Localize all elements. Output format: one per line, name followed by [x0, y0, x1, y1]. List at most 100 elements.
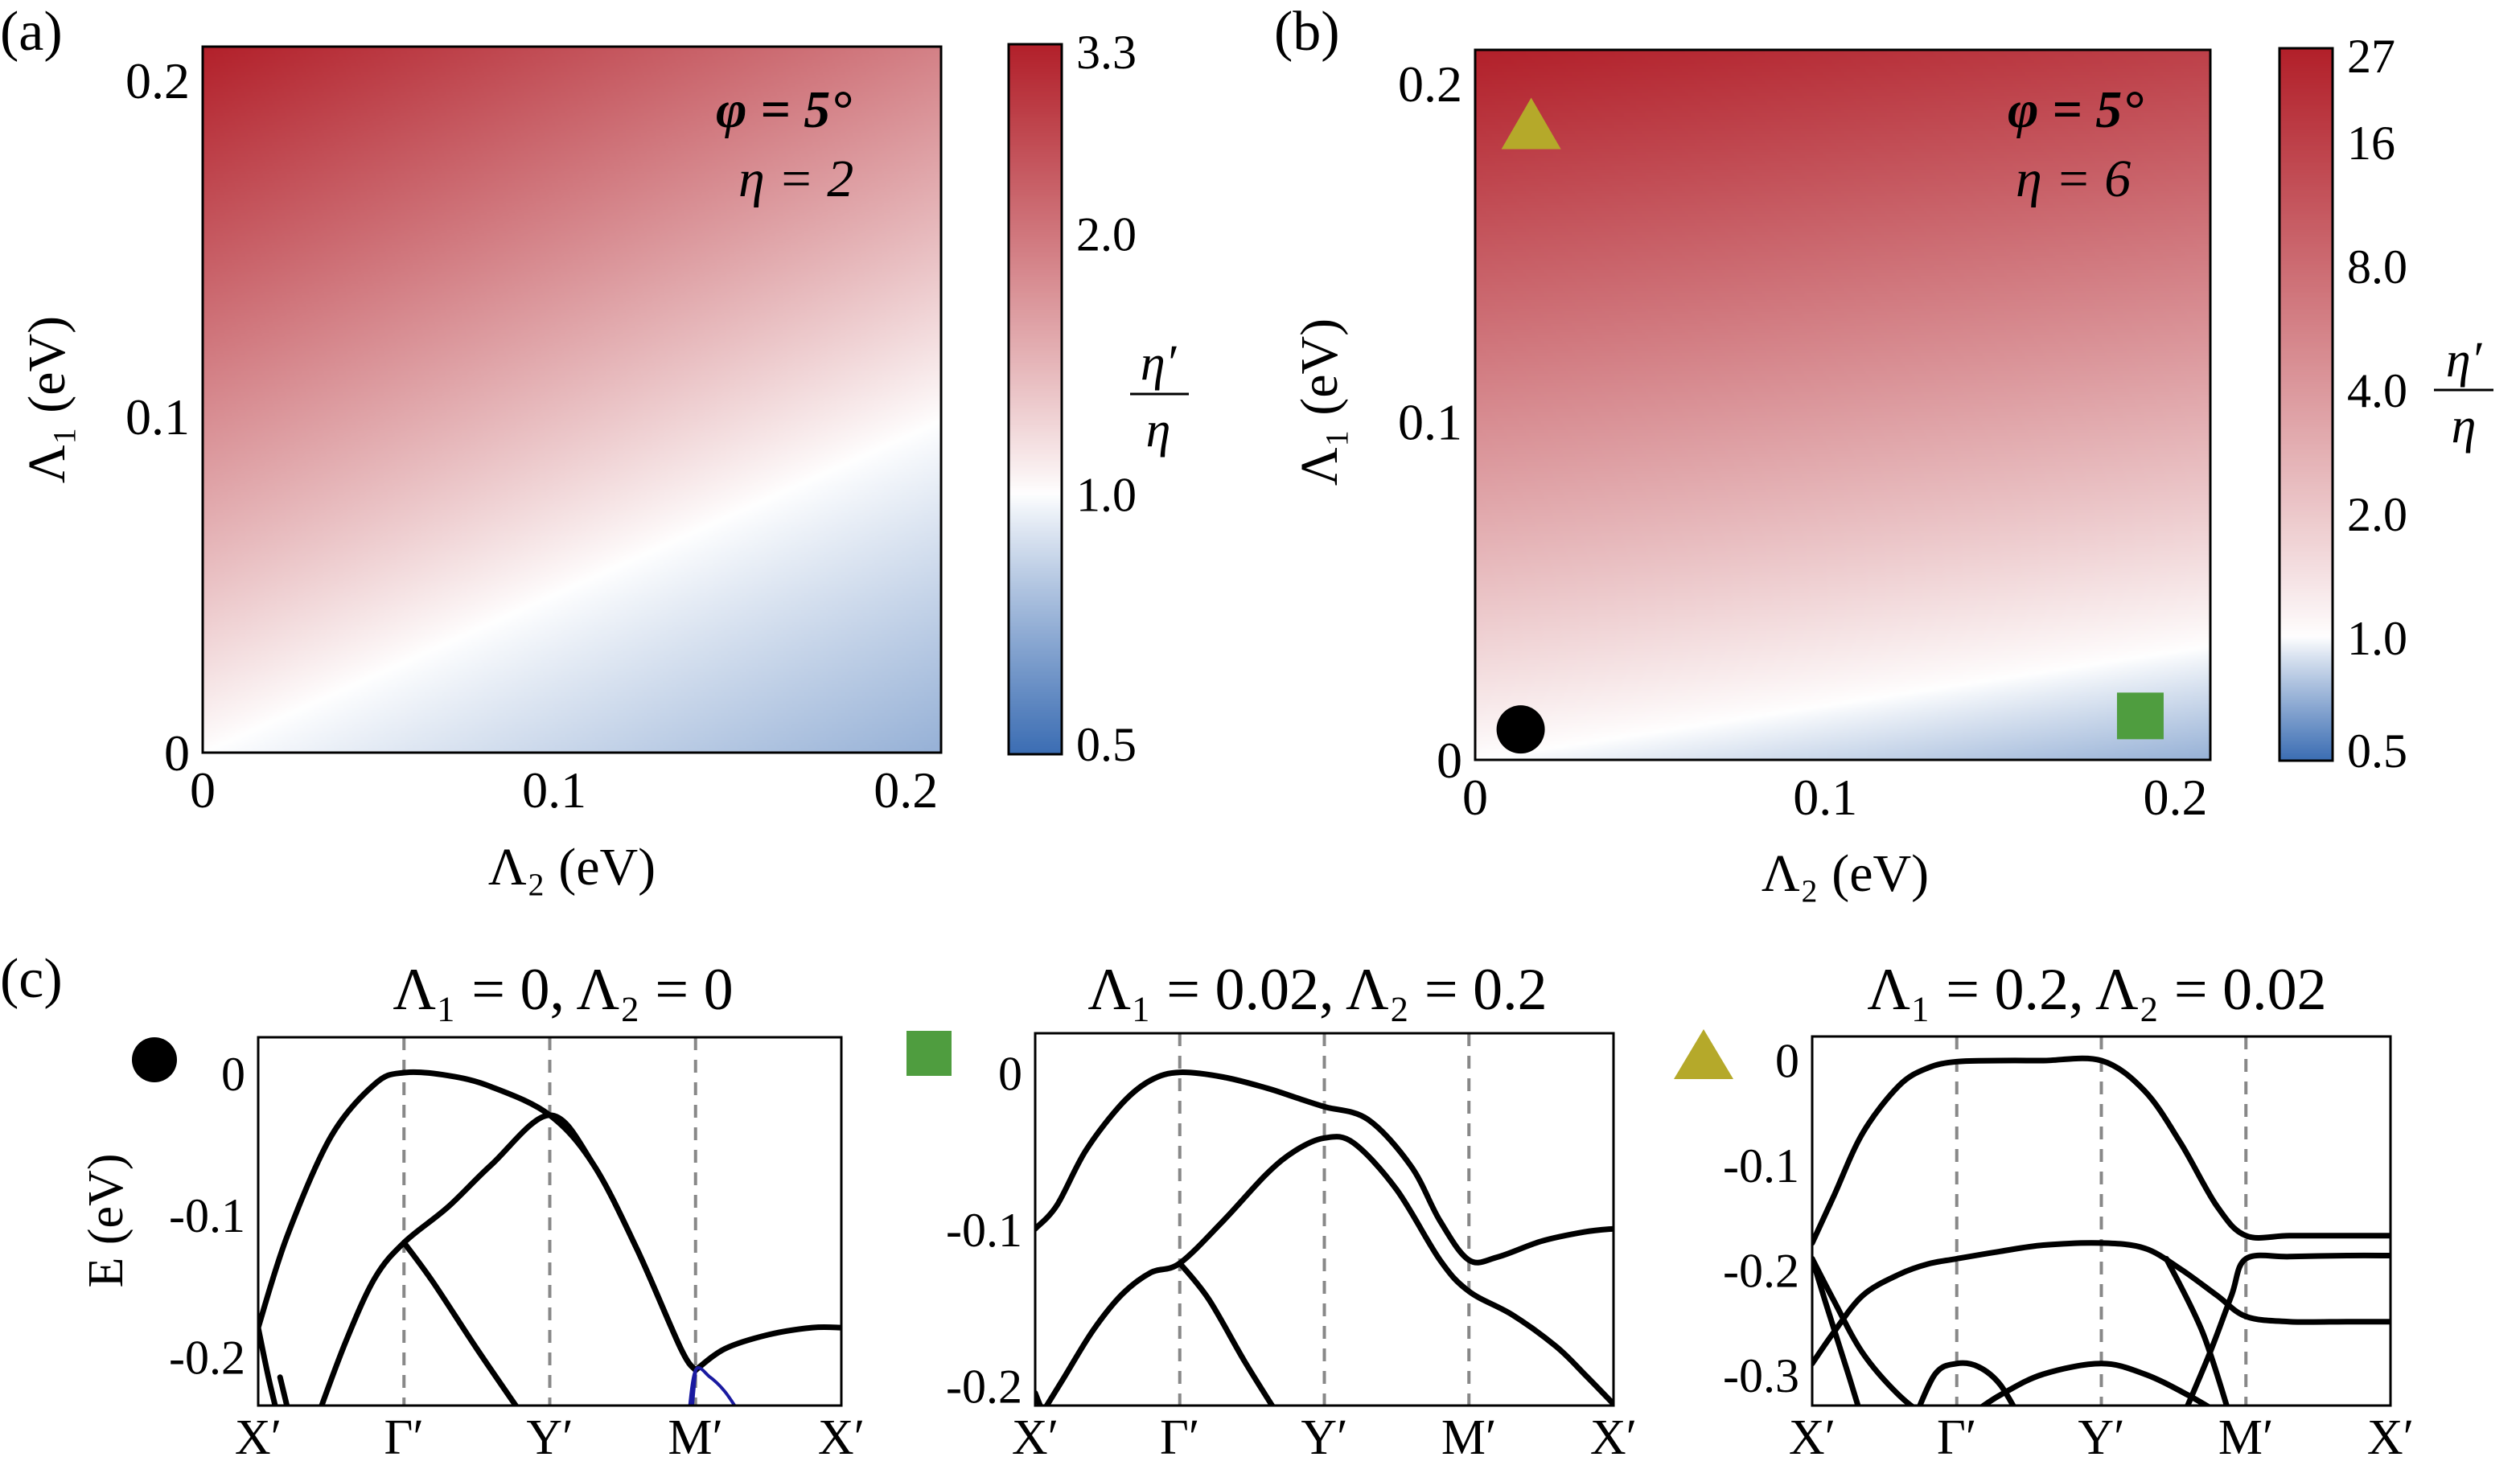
band-curve: [688, 1366, 737, 1406]
colorbar-label-num-a: η′: [1141, 336, 1178, 391]
y-tick-label: 0.1: [1398, 394, 1462, 451]
high-symmetry-lines-c2: [1178, 1033, 1471, 1406]
x-tick-label: 0.2: [2143, 769, 2207, 826]
axis-ticks-b: 0 0.1 0.2 0 0.1 0.2: [1398, 55, 2207, 826]
x-tick-label: 0.2: [874, 761, 938, 819]
colorbar-tick-label: 8.0: [2347, 240, 2407, 293]
x-tick-label: Γ′: [384, 1410, 424, 1457]
plot-frame-c1: [257, 1036, 843, 1407]
x-tick-label: X′: [2367, 1410, 2414, 1457]
colorbar-ticks-a: 3.3 2.0 1.0 0.5: [1076, 26, 1137, 771]
y-tick-label: -0.1: [1723, 1139, 1799, 1192]
band-curve: [1035, 1069, 1614, 1266]
x-tick-label: M′: [2218, 1410, 2274, 1457]
colorbar-frame-a: [1007, 43, 1063, 756]
axis-ticks-c1: X′ Γ′ Y′ M′ X′ 0 -0.1 -0.2: [169, 1048, 865, 1457]
annotation-eta-a: η = 2: [738, 150, 853, 208]
x-tick-label: X′: [818, 1410, 865, 1457]
band-curve: [319, 1112, 699, 1406]
plot-frame-a: [201, 45, 943, 754]
circle-marker: [132, 1037, 177, 1082]
x-axis-label-b: Λ₂ (eV): [1762, 844, 1929, 903]
x-tick-label: M′: [1441, 1410, 1497, 1457]
x-tick-label: Γ′: [1937, 1410, 1976, 1457]
colorbar-tick-label: 3.3: [1076, 26, 1137, 79]
x-tick-label: X′: [1590, 1410, 1637, 1457]
band-curve: [1812, 1255, 2212, 1406]
y-tick-label: 0: [1775, 1035, 1799, 1088]
colorbar-a: [1009, 44, 1062, 754]
band-curve: [1917, 1360, 2016, 1406]
annotation-phi-b: φ = 5°: [2008, 80, 2144, 139]
plot-frame-b: [1474, 48, 2212, 761]
x-tick-label: M′: [668, 1410, 723, 1457]
band-curve: [277, 1374, 290, 1406]
panel-a-label: (a): [0, 1, 63, 63]
y-tick-label: 0: [164, 724, 190, 782]
band-curve: [1812, 1255, 1861, 1406]
y-tick-label: 0.2: [1398, 55, 1462, 113]
band-title-c2: Λ₁ = 0.02, Λ₂ = 0.2: [1087, 957, 1547, 1023]
band-curves-c3: [1812, 1055, 2391, 1406]
colorbar-label-num-b: η′: [2446, 333, 2483, 388]
colorbar-tick-label: 0.5: [1076, 718, 1137, 771]
y-axis-label-b: Λ₁ (eV): [1290, 318, 1349, 486]
band-title-c3: Λ₁ = 0.2, Λ₂ = 0.02: [1867, 957, 2326, 1023]
panel-c: (c) E (eV) Λ₁ = 0, Λ₂ = 0 X′ Γ′ Y′ M′ X′ 0 -0.…: [0, 948, 2414, 1457]
annotation-eta-b: η = 6: [2016, 150, 2131, 208]
y-tick-label: 0.1: [125, 388, 190, 445]
colorbar-tick-label: 2.0: [2347, 488, 2407, 541]
x-tick-label: 0.1: [1793, 769, 1857, 826]
y-tick-label: -0.2: [1723, 1244, 1799, 1297]
y-tick-label: 0.2: [125, 52, 190, 109]
x-tick-label: 0.1: [522, 761, 586, 819]
colorbar-tick-label: 2.0: [1076, 207, 1137, 261]
x-tick-label: X′: [1012, 1410, 1059, 1457]
colorbar-tick-label: 4.0: [2347, 364, 2407, 417]
x-tick-label: X′: [235, 1410, 282, 1457]
panel-b-label: (b): [1274, 1, 1340, 63]
colorbar-label-den-b: η: [2452, 399, 2477, 454]
colorbar-label-den-a: η: [1146, 403, 1171, 458]
x-tick-label: 0: [1462, 769, 1488, 826]
axis-ticks-c2: X′ Γ′ Y′ M′ X′ 0 -0.1 -0.2: [946, 1048, 1637, 1457]
band-curve: [1812, 1055, 2391, 1246]
colorbar-tick-label: 1.0: [2347, 612, 2407, 665]
y-axis-label-c: E (eV): [79, 1154, 134, 1288]
square-marker: [906, 1031, 952, 1076]
band-curve: [690, 1369, 697, 1406]
panel-a: (a) 0 0.1 0.200.10.2 φ = 5° η = 2 Λ₂ (eV) …: [0, 1, 1189, 897]
band-curve: [258, 1324, 278, 1406]
colorbar-b: [2280, 48, 2333, 761]
plot-frame-c2: [1034, 1032, 1615, 1407]
y-tick-label: 0: [221, 1048, 245, 1101]
band-curve: [693, 1324, 841, 1373]
colorbar-tick-label: 27: [2347, 30, 2395, 83]
axis-ticks-a: 0 0.1 0.2 0 0.1 0.2: [125, 52, 938, 819]
panel-b: (b) 0 0.1 0.200.10.2 φ = 5° η = 6 Λ₂ (eV) …: [1274, 1, 2493, 903]
triangle-marker: [1501, 97, 1561, 150]
x-axis-label-a: Λ₂ (eV): [488, 838, 656, 897]
colorbar-frame-b: [2278, 47, 2334, 762]
colorbar-tick-label: 1.0: [1076, 469, 1137, 522]
x-tick-label: 0: [190, 761, 216, 819]
legend-marker-c2: [906, 1031, 952, 1076]
band-curves-c1: [258, 1069, 841, 1406]
plot-frame-c3: [1811, 1035, 2392, 1407]
annotation-phi-a: φ = 5°: [716, 80, 852, 139]
markers-b: [1496, 97, 2164, 754]
band-plot-c2: Λ₁ = 0.02, Λ₂ = 0.2 X′ Γ′ Y′ M′ X′ 0 -0.1 -0.2: [906, 957, 1637, 1457]
y-axis-label-a: Λ₁ (eV): [18, 316, 76, 483]
square-marker: [2116, 692, 2164, 740]
x-tick-label: Y′: [1301, 1410, 1347, 1457]
x-tick-label: Y′: [2078, 1410, 2124, 1457]
band-curve: [258, 1069, 699, 1373]
band-plot-c3: Λ₁ = 0.2, Λ₂ = 0.02 X′ Γ′ Y′ M′ X′ 0 -0.1 -0.2 -…: [1674, 957, 2414, 1457]
legend-marker-c3: [1674, 1029, 1733, 1079]
y-tick-label: -0.1: [946, 1204, 1022, 1257]
panel-c-label: (c): [0, 948, 63, 1010]
legend-marker-c1: [132, 1037, 177, 1082]
band-curve: [1812, 1240, 2391, 1367]
x-tick-label: Γ′: [1160, 1410, 1199, 1457]
